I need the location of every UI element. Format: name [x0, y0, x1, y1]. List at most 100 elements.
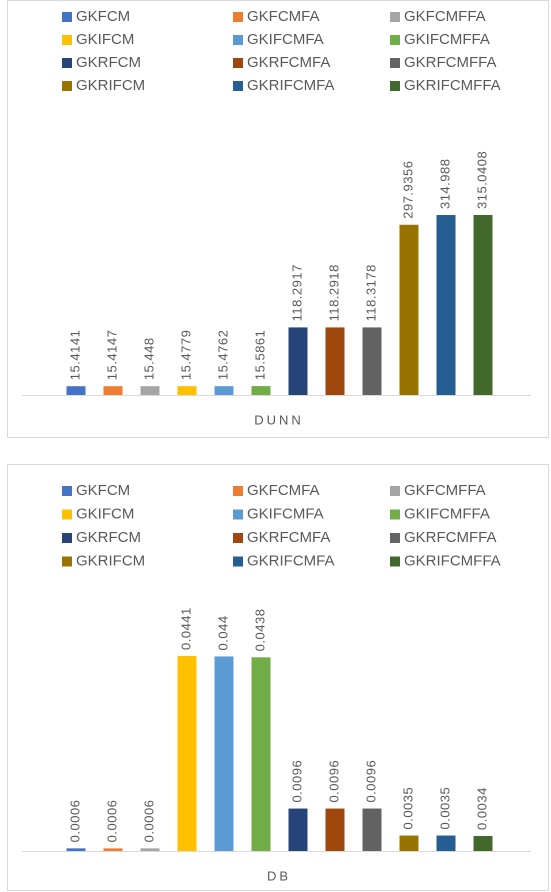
data-label: 0.0438 — [252, 609, 267, 652]
bar — [325, 327, 345, 395]
legend-swatch — [233, 533, 243, 543]
bar — [362, 808, 382, 851]
data-label: 15.4147 — [104, 330, 119, 381]
chart-frame — [7, 0, 549, 438]
legend-label: GKRFCMFFA — [404, 529, 497, 546]
legend-label: GKRFCMFA — [247, 54, 330, 71]
legend-label: GKIFCMFA — [247, 31, 324, 48]
legend-swatch — [233, 58, 243, 68]
legend-swatch — [390, 12, 400, 22]
data-label: 0.0034 — [474, 787, 489, 830]
legend-label: GKRFCM — [76, 529, 141, 546]
legend-swatch — [233, 486, 243, 496]
bar — [399, 224, 419, 395]
legend-swatch — [390, 35, 400, 45]
bar — [325, 808, 345, 851]
legend-label: GKRFCM — [76, 54, 141, 71]
legend-swatch — [62, 533, 72, 543]
legend-label: GKRIFCMFFA — [404, 552, 501, 569]
legend-swatch — [62, 12, 72, 22]
legend-label: GKRIFCM — [76, 552, 145, 569]
legend-swatch — [390, 81, 400, 91]
data-label: 0.0441 — [178, 607, 193, 650]
legend-label: GKFCM — [76, 8, 130, 25]
legend-label: GKFCMFA — [247, 8, 320, 25]
data-label: 15.4779 — [178, 330, 193, 381]
chart-frame — [7, 464, 549, 891]
bar — [177, 656, 197, 851]
bar — [473, 835, 493, 851]
data-label: 314.988 — [437, 159, 452, 210]
bar — [214, 656, 234, 851]
legend-label: GKFCMFFA — [404, 8, 486, 25]
data-label: 0.0096 — [326, 760, 341, 803]
data-label: 15.4141 — [67, 330, 82, 381]
category-label: DB — [267, 868, 291, 883]
legend-label: GKIFCM — [76, 505, 134, 522]
legend-swatch — [62, 35, 72, 45]
legend-swatch — [390, 486, 400, 496]
bar — [103, 848, 123, 851]
data-label: 0.0006 — [67, 800, 82, 843]
data-label: 0.0035 — [437, 787, 452, 830]
data-label: 118.2917 — [289, 264, 304, 321]
bar — [66, 386, 86, 395]
legend-label: GKRFCMFFA — [404, 54, 497, 71]
data-label: 297.9356 — [400, 161, 415, 219]
bar — [473, 215, 493, 395]
legend-label: GKRIFCMFFA — [404, 77, 501, 94]
legend-swatch — [233, 35, 243, 45]
legend-label: GKRIFCMFA — [247, 77, 335, 94]
legend-label: GKRIFCMFA — [247, 552, 335, 569]
legend-label: GKIFCMFA — [247, 505, 324, 522]
data-label: 15.5861 — [252, 330, 267, 381]
bar — [177, 386, 197, 395]
bar — [288, 327, 308, 395]
legend-label: GKIFCMFFA — [404, 31, 490, 48]
bar — [436, 835, 456, 851]
data-label: 118.2918 — [326, 264, 341, 321]
data-label: 315.0408 — [474, 151, 489, 209]
bar — [140, 848, 160, 851]
category-label: DUNN — [254, 412, 304, 427]
data-label: 15.4762 — [215, 330, 230, 381]
legend-swatch — [390, 58, 400, 68]
data-label: 0.044 — [215, 615, 230, 650]
bar — [103, 386, 123, 395]
legend-label: GKFCMFFA — [404, 482, 486, 499]
bar — [251, 386, 271, 395]
legend-swatch — [62, 486, 72, 496]
legend-swatch — [62, 81, 72, 91]
legend-swatch — [62, 556, 72, 567]
bar — [436, 215, 456, 395]
legend-label: GKIFCM — [76, 31, 134, 48]
bar — [140, 386, 160, 395]
legend-swatch — [233, 81, 243, 91]
data-label: 0.0006 — [141, 800, 156, 843]
bar — [66, 848, 86, 851]
legend-swatch — [390, 533, 400, 543]
legend-swatch — [233, 12, 243, 22]
legend-label: GKFCM — [76, 482, 130, 499]
data-label: 0.0006 — [104, 800, 119, 843]
legend-label: GKFCMFA — [247, 482, 320, 499]
data-label: 15.448 — [141, 337, 156, 380]
legend-label: GKIFCMFFA — [404, 505, 490, 522]
data-label: 0.0035 — [400, 787, 415, 830]
data-label: 118.3178 — [363, 264, 378, 321]
legend-swatch — [233, 556, 243, 567]
legend-swatch — [390, 556, 400, 567]
legend-swatch — [390, 509, 400, 520]
bar — [214, 386, 234, 395]
legend-label: GKRFCMFA — [247, 529, 330, 546]
bar — [362, 327, 382, 395]
bar — [251, 657, 271, 851]
legend-label: GKRIFCM — [76, 77, 145, 94]
legend-swatch — [62, 58, 72, 68]
data-label: 0.0096 — [363, 760, 378, 803]
legend-swatch — [62, 509, 72, 520]
bar — [399, 835, 419, 851]
legend-swatch — [233, 509, 243, 520]
